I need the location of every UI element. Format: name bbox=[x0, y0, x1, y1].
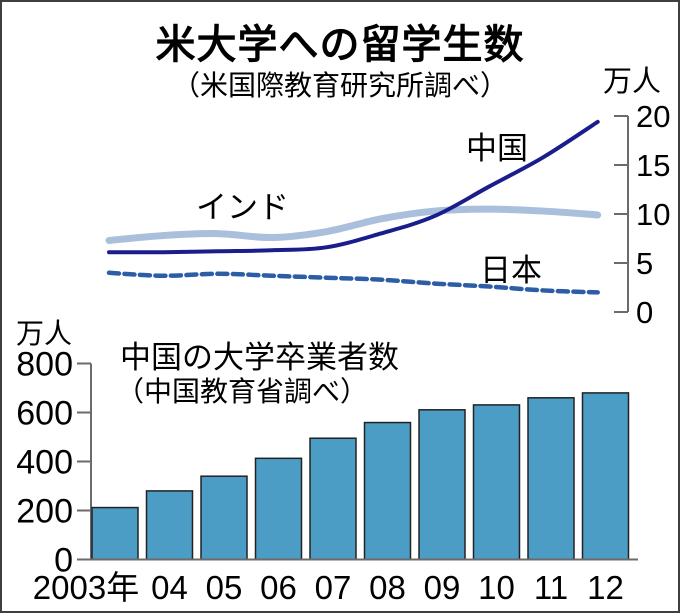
bar bbox=[472, 404, 521, 561]
y-tick-label: 800 bbox=[16, 346, 73, 384]
bar bbox=[581, 392, 630, 561]
bar-chart-title: 中国の大学卒業者数 bbox=[120, 340, 399, 375]
x-tick-label: 11 bbox=[534, 569, 568, 606]
y-tick-label: 20 bbox=[636, 99, 670, 134]
bar bbox=[363, 421, 412, 561]
y-tick-label: 0 bbox=[54, 542, 73, 580]
line-chart-source: （米国際教育研究所調べ） bbox=[171, 70, 508, 101]
x-tick-label: 04 bbox=[151, 569, 188, 606]
x-tick-label: 12 bbox=[587, 569, 624, 606]
line-series bbox=[105, 205, 602, 244]
y-tick-label: 10 bbox=[636, 197, 670, 232]
x-tick-label: 08 bbox=[369, 569, 406, 606]
line-chart-unit-label: 万人 bbox=[603, 66, 662, 98]
bar bbox=[527, 397, 575, 561]
y-tick-label: 600 bbox=[16, 395, 73, 433]
x-tick-label: 09 bbox=[424, 569, 461, 606]
series-label-china: 中国 bbox=[466, 131, 528, 166]
series-label-japan: 日本 bbox=[480, 253, 542, 288]
bar bbox=[145, 490, 194, 561]
bar-chart-unit-label: 万人 bbox=[16, 318, 73, 349]
x-tick-label: 07 bbox=[315, 569, 352, 606]
series-label-india: インド bbox=[196, 190, 289, 225]
y-tick-label: 15 bbox=[636, 148, 670, 183]
x-tick-label: 05 bbox=[206, 569, 243, 606]
bar bbox=[200, 475, 248, 561]
y-tick-label: 5 bbox=[636, 246, 653, 281]
bar bbox=[254, 457, 303, 561]
x-tick-label: 06 bbox=[260, 569, 297, 606]
x-tick-label: 10 bbox=[478, 569, 515, 606]
bar bbox=[309, 437, 357, 561]
y-tick-label: 0 bbox=[636, 295, 653, 330]
y-tick-label: 400 bbox=[16, 444, 73, 482]
bar-chart-source: （中国教育省調べ） bbox=[116, 376, 369, 407]
y-tick-label: 200 bbox=[16, 493, 73, 531]
bar bbox=[418, 409, 466, 561]
line-series bbox=[106, 270, 600, 295]
line-chart-title: 米大学への留学生数 bbox=[155, 23, 525, 67]
line-series bbox=[107, 119, 600, 255]
x-tick-label: 2003年 bbox=[33, 569, 139, 606]
bar bbox=[91, 506, 139, 561]
